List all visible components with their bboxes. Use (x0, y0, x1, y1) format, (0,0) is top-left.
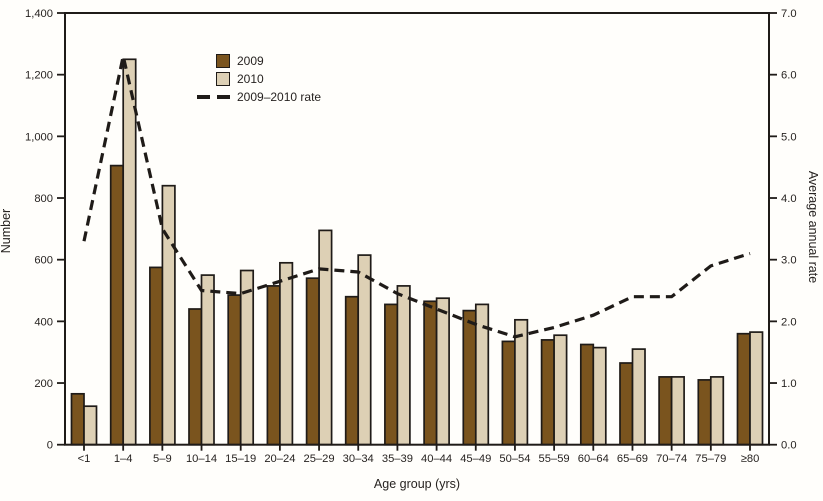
bar-2009-55–59 (540, 339, 555, 446)
x-tick-label: 1–4 (114, 453, 133, 465)
legend-dashed-line-icon (197, 95, 230, 99)
legend-item-2010: 2010 (197, 70, 321, 88)
bar-2009-45–49 (462, 309, 477, 446)
legend-swatch-2010-icon (216, 72, 230, 86)
y-right-tick-label: 7.0 (781, 8, 797, 20)
legend: 2009 2010 2009–2010 rate (197, 52, 321, 106)
bar-2009-35–39 (384, 303, 399, 446)
bar-2010-60–64 (592, 346, 607, 446)
bar-2010-5–9 (161, 184, 176, 446)
bar-2010-65–69 (631, 348, 646, 446)
plot-frame (64, 12, 770, 446)
x-tick-label: <1 (78, 453, 91, 465)
y-right-tick-label: 4.0 (781, 193, 797, 205)
y-right-tick-label: 2.0 (781, 316, 797, 328)
legend-item-rate: 2009–2010 rate (197, 88, 321, 106)
y-left-tick-label: 800 (34, 193, 53, 205)
x-tick-label: 50–54 (499, 453, 530, 465)
bar-2010-20–24 (279, 261, 294, 446)
bar-2010-15–19 (239, 269, 255, 446)
y-right-tick-label: 6.0 (781, 70, 797, 82)
bar-2010-25–29 (318, 229, 333, 446)
x-axis-title: Age group (yrs) (373, 477, 461, 491)
x-tick-label: 15–19 (225, 453, 256, 465)
bar-2010-10–14 (200, 274, 215, 446)
y-left-tick-label: 400 (34, 316, 53, 328)
bar-2010-55–59 (553, 334, 568, 446)
bar-2009-30–34 (344, 295, 360, 446)
legend-label-2009: 2009 (237, 54, 264, 68)
bar-2010-35–39 (396, 285, 411, 446)
y-left-tick-label: 0 (47, 440, 53, 452)
y-axis-title-right: Average annual rate (806, 170, 820, 284)
x-tick-label: 20–24 (264, 453, 295, 465)
x-tick-label: 35–39 (382, 453, 413, 465)
bar-2010-<1 (83, 405, 98, 446)
x-tick-label: 25–29 (303, 453, 334, 465)
x-tick-label: 45–49 (460, 453, 491, 465)
bar-2009-75–79 (697, 379, 712, 446)
bar-2009-65–69 (619, 362, 634, 446)
bar-2009-1–4 (109, 164, 125, 446)
legend-swatch-2009-icon (216, 54, 230, 68)
y-left-tick-label: 1,200 (25, 70, 53, 82)
bar-2009-15–19 (227, 294, 242, 446)
y-right-tick-label: 3.0 (781, 255, 797, 267)
x-tick-label: 30–34 (343, 453, 374, 465)
bar-2009-5–9 (149, 266, 164, 446)
y-left-tick-label: 600 (34, 255, 53, 267)
bar-2010-45–49 (474, 303, 490, 446)
x-tick-label: 55–59 (539, 453, 570, 465)
bar-2010-75–79 (709, 376, 725, 446)
bar-2009-40–44 (423, 300, 438, 446)
bar-2009-≥80 (736, 332, 751, 446)
x-tick-label: 75–79 (695, 453, 726, 465)
bar-2009-60–64 (579, 343, 595, 446)
bar-2009-<1 (70, 392, 85, 446)
y-left-tick-label: 200 (34, 378, 53, 390)
x-tick-label: 65–69 (617, 453, 648, 465)
x-tick-label: 70–74 (656, 453, 687, 465)
y-right-tick-label: 0.0 (781, 440, 797, 452)
y-left-tick-label: 1,000 (25, 131, 53, 143)
legend-label-2010: 2010 (237, 72, 264, 86)
y-axis-left: 0 200 400 600 800 1,000 1,200 1,400 (25, 8, 65, 452)
y-axis-title-left: Number (0, 208, 13, 254)
bar-2009-25–29 (305, 277, 320, 446)
legend-item-2009: 2009 (197, 52, 321, 70)
bar-2009-50–54 (501, 340, 516, 446)
bar-2010-50–54 (514, 318, 529, 446)
bar-2010-70–74 (670, 376, 685, 446)
x-tick-label: 40–44 (421, 453, 452, 465)
x-tick-label: ≥80 (741, 453, 760, 465)
bars-2010-group (83, 58, 764, 446)
bar-2010-30–34 (357, 254, 372, 446)
y-right-tick-label: 5.0 (781, 131, 797, 143)
bar-2010-≥80 (749, 331, 764, 446)
x-axis: <1 1–4 5–9 10–14 15–19 20–24 25–29 30–34 35–39 40… (78, 444, 760, 465)
bar-2009-10–14 (188, 308, 203, 446)
bar-2010-1–4 (122, 58, 137, 446)
x-tick-label: 10–14 (186, 453, 217, 465)
bar-2009-70–74 (658, 376, 673, 446)
bar-2010-40–44 (435, 297, 450, 446)
rate-line (82, 55, 751, 339)
y-right-tick-label: 1.0 (781, 378, 797, 390)
bar-2009-20–24 (266, 285, 281, 446)
x-tick-label: 60–64 (578, 453, 609, 465)
legend-label-rate: 2009–2010 rate (237, 90, 322, 104)
y-left-tick-label: 1,400 (25, 8, 53, 20)
y-axis-right: 0.0 1.0 2.0 3.0 4.0 5.0 6.0 7.0 (769, 8, 797, 452)
x-tick-label: 5–9 (153, 453, 172, 465)
